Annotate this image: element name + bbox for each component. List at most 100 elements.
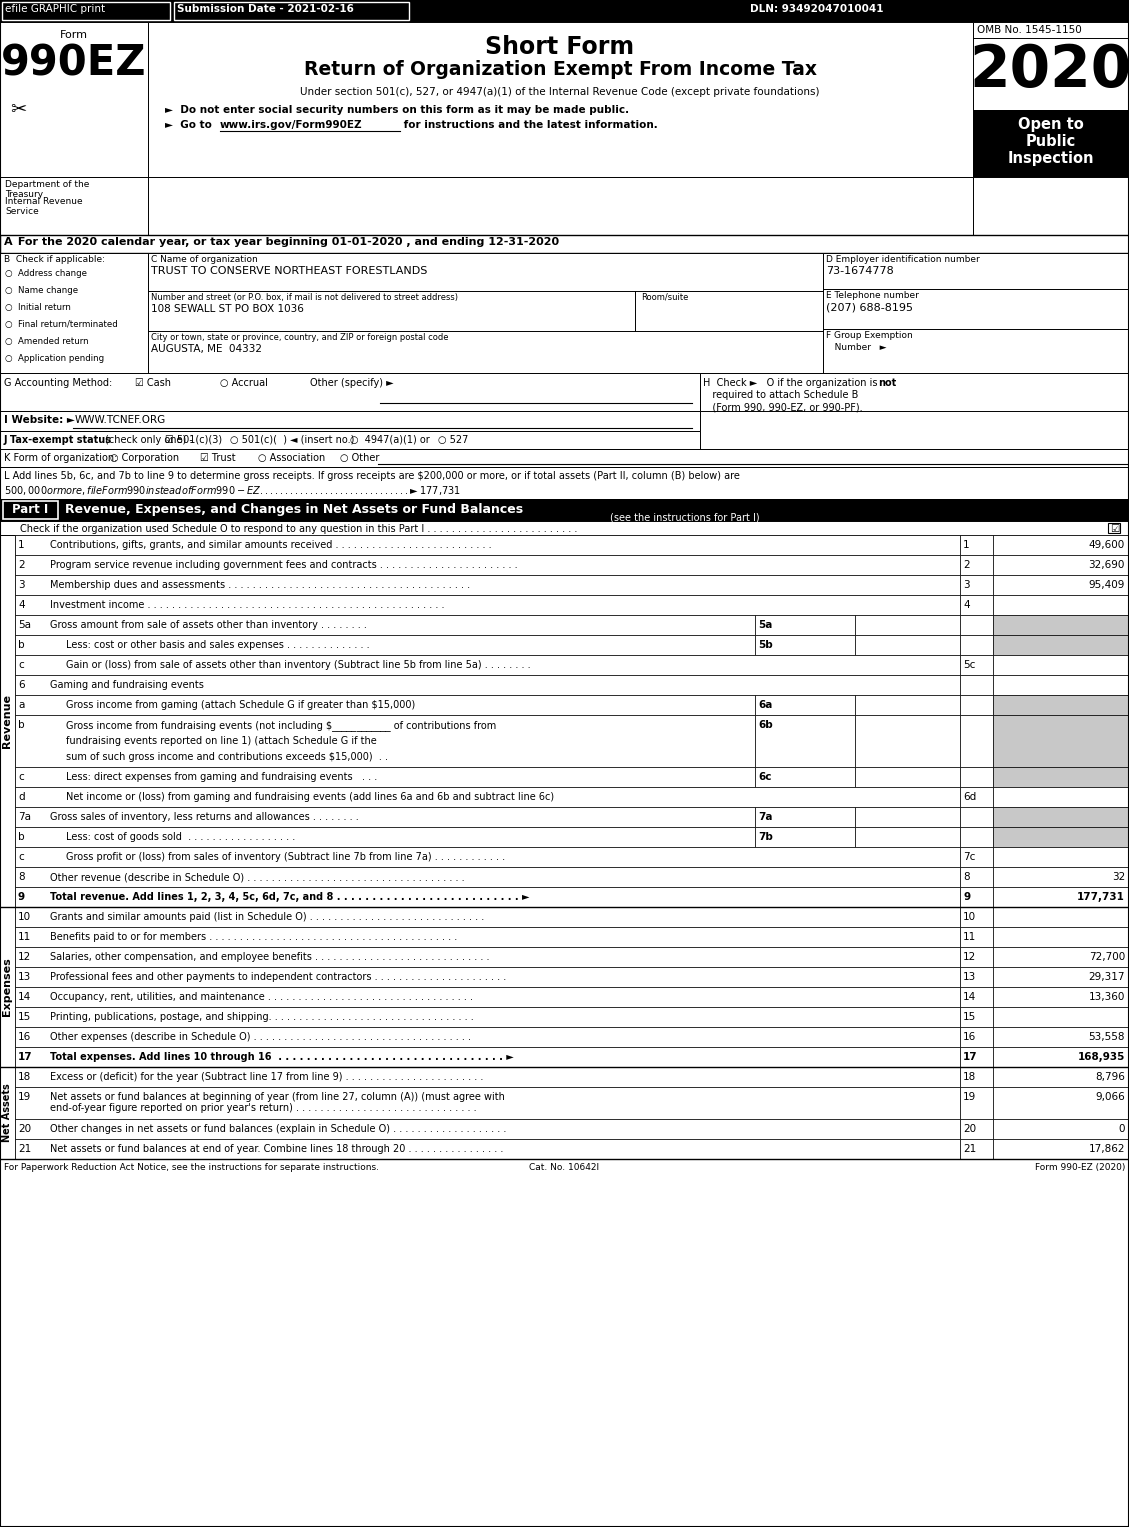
Text: Membership dues and assessments . . . . . . . . . . . . . . . . . . . . . . . . : Membership dues and assessments . . . . … bbox=[50, 580, 470, 589]
Bar bbox=[960, 927, 994, 947]
Bar bbox=[0, 235, 1129, 253]
Bar bbox=[994, 828, 1129, 847]
Text: Net income or (loss) from gaming and fundraising events (add lines 6a and 6b and: Net income or (loss) from gaming and fun… bbox=[65, 793, 554, 802]
Bar bbox=[15, 635, 755, 655]
Bar bbox=[994, 1028, 1129, 1048]
Text: Under section 501(c), 527, or 4947(a)(1) of the Internal Revenue Code (except pr: Under section 501(c), 527, or 4947(a)(1)… bbox=[300, 87, 820, 98]
Text: For the 2020 calendar year, or tax year beginning 01-01-2020 , and ending 12-31-: For the 2020 calendar year, or tax year … bbox=[14, 237, 559, 247]
Text: ○  Application pending: ○ Application pending bbox=[5, 354, 104, 363]
Text: 7a: 7a bbox=[18, 812, 30, 822]
Text: required to attach Schedule B: required to attach Schedule B bbox=[703, 389, 858, 400]
Bar bbox=[15, 554, 960, 576]
Text: AUGUSTA, ME  04332: AUGUSTA, ME 04332 bbox=[151, 344, 262, 354]
Bar bbox=[0, 521, 1129, 534]
Text: Net assets or fund balances at end of year. Combine lines 18 through 20 . . . . : Net assets or fund balances at end of ye… bbox=[50, 1144, 504, 1154]
Text: 6d: 6d bbox=[963, 793, 977, 802]
Text: ►  Go to: ► Go to bbox=[165, 121, 216, 130]
Bar bbox=[994, 867, 1129, 887]
Text: 12: 12 bbox=[18, 951, 32, 962]
Text: Room/suite: Room/suite bbox=[641, 293, 689, 302]
Text: F Group Exemption: F Group Exemption bbox=[826, 331, 912, 341]
Text: Form 990-EZ (2020): Form 990-EZ (2020) bbox=[1034, 1164, 1124, 1173]
Text: 32,690: 32,690 bbox=[1088, 560, 1124, 570]
Text: 2020: 2020 bbox=[970, 43, 1129, 99]
Bar bbox=[960, 967, 994, 986]
Text: City or town, state or province, country, and ZIP or foreign postal code: City or town, state or province, country… bbox=[151, 333, 448, 342]
Text: 17: 17 bbox=[18, 1052, 33, 1061]
Text: K Form of organization:: K Form of organization: bbox=[5, 454, 117, 463]
Text: www.irs.gov/Form990EZ: www.irs.gov/Form990EZ bbox=[220, 121, 362, 130]
Bar bbox=[0, 907, 15, 1067]
Text: 5a: 5a bbox=[18, 620, 30, 631]
Bar bbox=[960, 1119, 994, 1139]
Text: Less: cost of goods sold  . . . . . . . . . . . . . . . . . .: Less: cost of goods sold . . . . . . . .… bbox=[65, 832, 296, 841]
Bar bbox=[15, 806, 755, 828]
Text: end-of-year figure reported on prior year's return) . . . . . . . . . . . . . . : end-of-year figure reported on prior yea… bbox=[50, 1102, 476, 1113]
Bar bbox=[700, 373, 1129, 411]
Bar bbox=[973, 110, 1129, 177]
Bar bbox=[0, 499, 1129, 521]
Bar bbox=[0, 431, 700, 449]
Bar bbox=[755, 695, 855, 715]
Bar bbox=[15, 786, 960, 806]
Text: 19: 19 bbox=[18, 1092, 32, 1102]
Bar bbox=[960, 767, 994, 786]
Text: 29,317: 29,317 bbox=[1088, 973, 1124, 982]
Text: 3: 3 bbox=[18, 580, 25, 589]
Text: Printing, publications, postage, and shipping. . . . . . . . . . . . . . . . . .: Printing, publications, postage, and shi… bbox=[50, 1012, 474, 1022]
Text: 168,935: 168,935 bbox=[1077, 1052, 1124, 1061]
Text: 1: 1 bbox=[963, 541, 970, 550]
Bar bbox=[994, 786, 1129, 806]
Text: 15: 15 bbox=[963, 1012, 977, 1022]
Text: 2: 2 bbox=[963, 560, 970, 570]
Text: c: c bbox=[18, 852, 24, 863]
Text: Gross profit or (loss) from sales of inventory (Subtract line 7b from line 7a) .: Gross profit or (loss) from sales of inv… bbox=[65, 852, 505, 863]
Bar bbox=[960, 615, 994, 635]
Bar bbox=[960, 947, 994, 967]
Text: 3: 3 bbox=[963, 580, 970, 589]
Text: Expenses: Expenses bbox=[2, 957, 12, 1017]
Text: 6b: 6b bbox=[758, 721, 772, 730]
Bar bbox=[0, 21, 148, 177]
Text: C Name of organization: C Name of organization bbox=[151, 255, 257, 264]
Text: 8,796: 8,796 bbox=[1095, 1072, 1124, 1083]
Text: Other (specify) ►: Other (specify) ► bbox=[310, 379, 394, 388]
Bar bbox=[994, 715, 1129, 767]
Bar bbox=[960, 907, 994, 927]
Bar bbox=[15, 947, 960, 967]
Text: 6a: 6a bbox=[758, 699, 772, 710]
Text: 6c: 6c bbox=[758, 773, 771, 782]
Bar bbox=[15, 715, 755, 767]
Text: Submission Date - 2021-02-16: Submission Date - 2021-02-16 bbox=[177, 5, 353, 14]
Bar bbox=[15, 534, 960, 554]
Bar bbox=[0, 1067, 15, 1159]
Bar bbox=[994, 655, 1129, 675]
Bar bbox=[960, 986, 994, 1006]
Text: b: b bbox=[18, 832, 25, 841]
Text: 6: 6 bbox=[18, 680, 25, 690]
Text: 13: 13 bbox=[963, 973, 977, 982]
Text: sum of such gross income and contributions exceeds $15,000)  . .: sum of such gross income and contributio… bbox=[65, 751, 388, 762]
Text: 17,862: 17,862 bbox=[1088, 1144, 1124, 1154]
Bar bbox=[994, 1006, 1129, 1028]
Bar bbox=[15, 828, 755, 847]
Text: 53,558: 53,558 bbox=[1088, 1032, 1124, 1041]
Bar bbox=[755, 635, 855, 655]
Text: 108 SEWALL ST PO BOX 1036: 108 SEWALL ST PO BOX 1036 bbox=[151, 304, 304, 315]
Bar bbox=[15, 867, 960, 887]
Text: ○ Corporation: ○ Corporation bbox=[110, 454, 180, 463]
Text: 1: 1 bbox=[18, 541, 25, 550]
Bar bbox=[994, 675, 1129, 695]
Text: Salaries, other compensation, and employee benefits . . . . . . . . . . . . . . : Salaries, other compensation, and employ… bbox=[50, 951, 490, 962]
Bar bbox=[994, 615, 1129, 635]
Text: 8: 8 bbox=[963, 872, 970, 883]
Bar bbox=[994, 534, 1129, 554]
Text: 95,409: 95,409 bbox=[1088, 580, 1124, 589]
Text: 5b: 5b bbox=[758, 640, 772, 651]
Text: A: A bbox=[5, 237, 12, 247]
Bar bbox=[148, 21, 973, 177]
Text: Net assets or fund balances at beginning of year (from line 27, column (A)) (mus: Net assets or fund balances at beginning… bbox=[50, 1092, 505, 1102]
Text: 17: 17 bbox=[963, 1052, 978, 1061]
Bar bbox=[0, 0, 1129, 21]
Bar bbox=[15, 695, 755, 715]
